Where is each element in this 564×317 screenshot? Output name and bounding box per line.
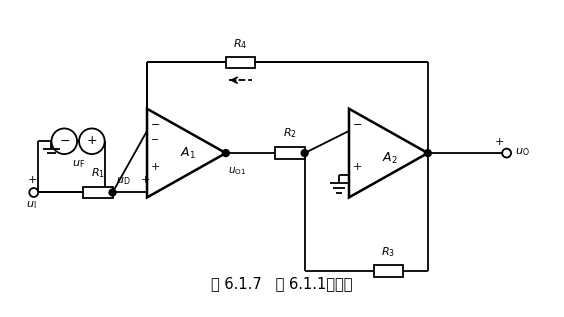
Text: $-$: $-$ (150, 133, 159, 143)
Text: $R_4$: $R_4$ (233, 37, 248, 51)
Text: $A_2$: $A_2$ (382, 151, 398, 165)
Text: $-$: $-$ (150, 118, 160, 128)
Text: $A_1$: $A_1$ (180, 146, 196, 161)
Text: $u_{\rm F}$: $u_{\rm F}$ (72, 158, 85, 170)
Text: $u_{\rm I}$: $u_{\rm I}$ (27, 199, 37, 211)
Text: $R_1$: $R_1$ (91, 166, 105, 180)
Text: $+$: $+$ (494, 136, 504, 147)
Text: $+$: $+$ (140, 174, 150, 184)
Bar (226, 56, 255, 68)
Bar (373, 265, 403, 277)
Text: $R_2$: $R_2$ (283, 126, 297, 140)
Text: $R_3$: $R_3$ (381, 245, 395, 258)
Text: $u_{\rm D}$: $u_{\rm D}$ (117, 175, 131, 187)
Circle shape (424, 150, 431, 157)
Text: $u_{\rm O1}$: $u_{\rm O1}$ (228, 165, 246, 177)
Text: $+$: $+$ (352, 161, 362, 172)
Bar (83, 187, 113, 198)
Text: $u_{\rm O}$: $u_{\rm O}$ (514, 146, 529, 158)
Circle shape (222, 150, 230, 157)
Bar (275, 147, 305, 159)
Text: $+$: $+$ (86, 134, 98, 147)
Text: $+$: $+$ (150, 161, 160, 172)
Circle shape (301, 150, 308, 157)
Text: $-$: $-$ (352, 118, 362, 128)
Circle shape (109, 189, 116, 196)
Text: 图 6.1.7   例 6.1.1电路图: 图 6.1.7 例 6.1.1电路图 (212, 276, 352, 291)
Text: $-$: $-$ (59, 134, 70, 147)
Text: $+$: $+$ (27, 174, 37, 185)
